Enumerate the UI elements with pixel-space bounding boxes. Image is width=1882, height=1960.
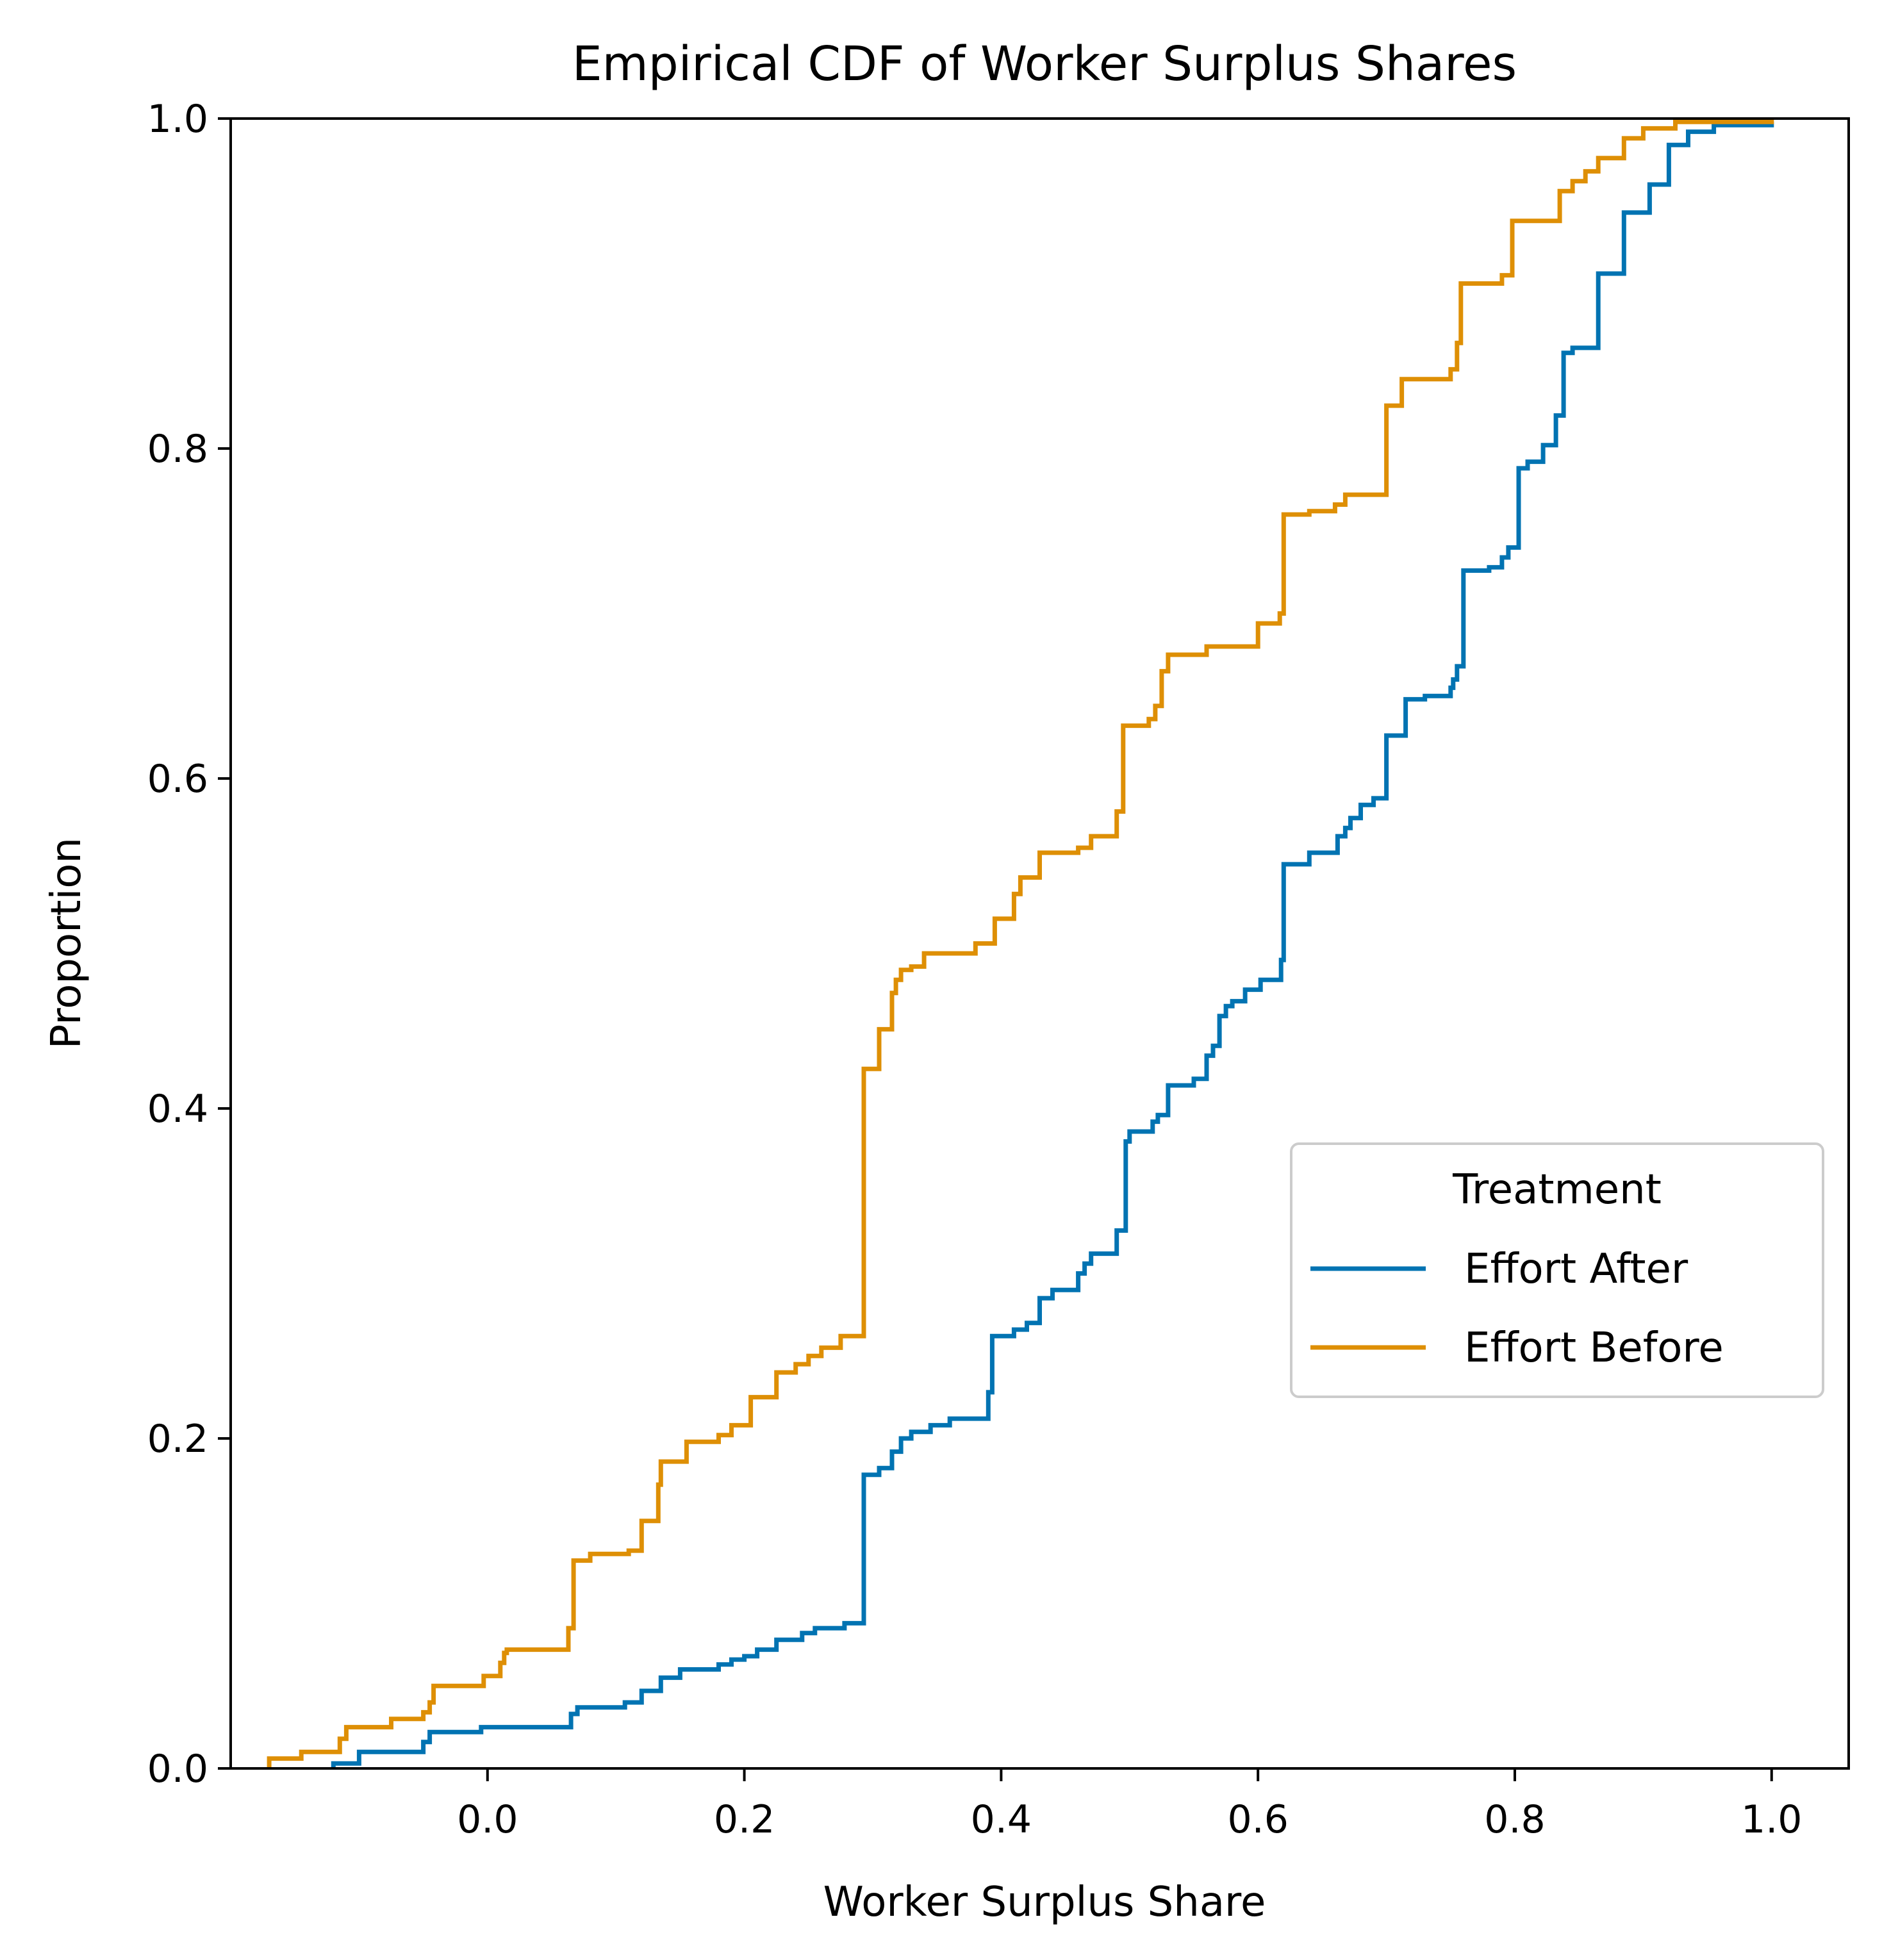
y-axis-label: Proportion (43, 837, 90, 1049)
chart-title: Empirical CDF of Worker Surplus Shares (572, 37, 1517, 92)
legend-box (1290, 1142, 1824, 1398)
y-tick-label: 1.0 (147, 97, 208, 142)
legend-title: Treatment (1452, 1166, 1662, 1214)
x-tick-label: 1.0 (1741, 1797, 1802, 1842)
x-tick-label: 0.4 (971, 1797, 1032, 1842)
x-tick-label: 0.8 (1484, 1797, 1545, 1842)
series-line-effort-after (331, 122, 1774, 1768)
y-tick-label: 0.2 (147, 1417, 208, 1462)
plot-frame (229, 117, 1850, 1770)
series-line-effort-before (267, 119, 1774, 1768)
y-tick-label: 0.0 (147, 1747, 208, 1791)
y-axis: 0.0 0.2 0.4 0.6 0.8 1.0 (147, 97, 231, 1791)
legend: Treatment Effort After Effort Before (1290, 1142, 1824, 1398)
legend-label-effort-before: Effort Before (1464, 1324, 1724, 1372)
x-tick-label: 0.2 (714, 1797, 775, 1842)
x-tick-label: 0.0 (457, 1797, 518, 1842)
x-tick-label: 0.6 (1227, 1797, 1288, 1842)
legend-label-effort-after: Effort After (1464, 1246, 1688, 1293)
y-tick-label: 0.8 (147, 427, 208, 472)
y-tick-label: 0.4 (147, 1087, 208, 1132)
x-axis-label: Worker Surplus Share (823, 1879, 1266, 1926)
x-axis: 0.0 0.2 0.4 0.6 0.8 1.0 (457, 1768, 1802, 1842)
series-layer (267, 119, 1774, 1768)
y-tick-label: 0.6 (147, 757, 208, 802)
